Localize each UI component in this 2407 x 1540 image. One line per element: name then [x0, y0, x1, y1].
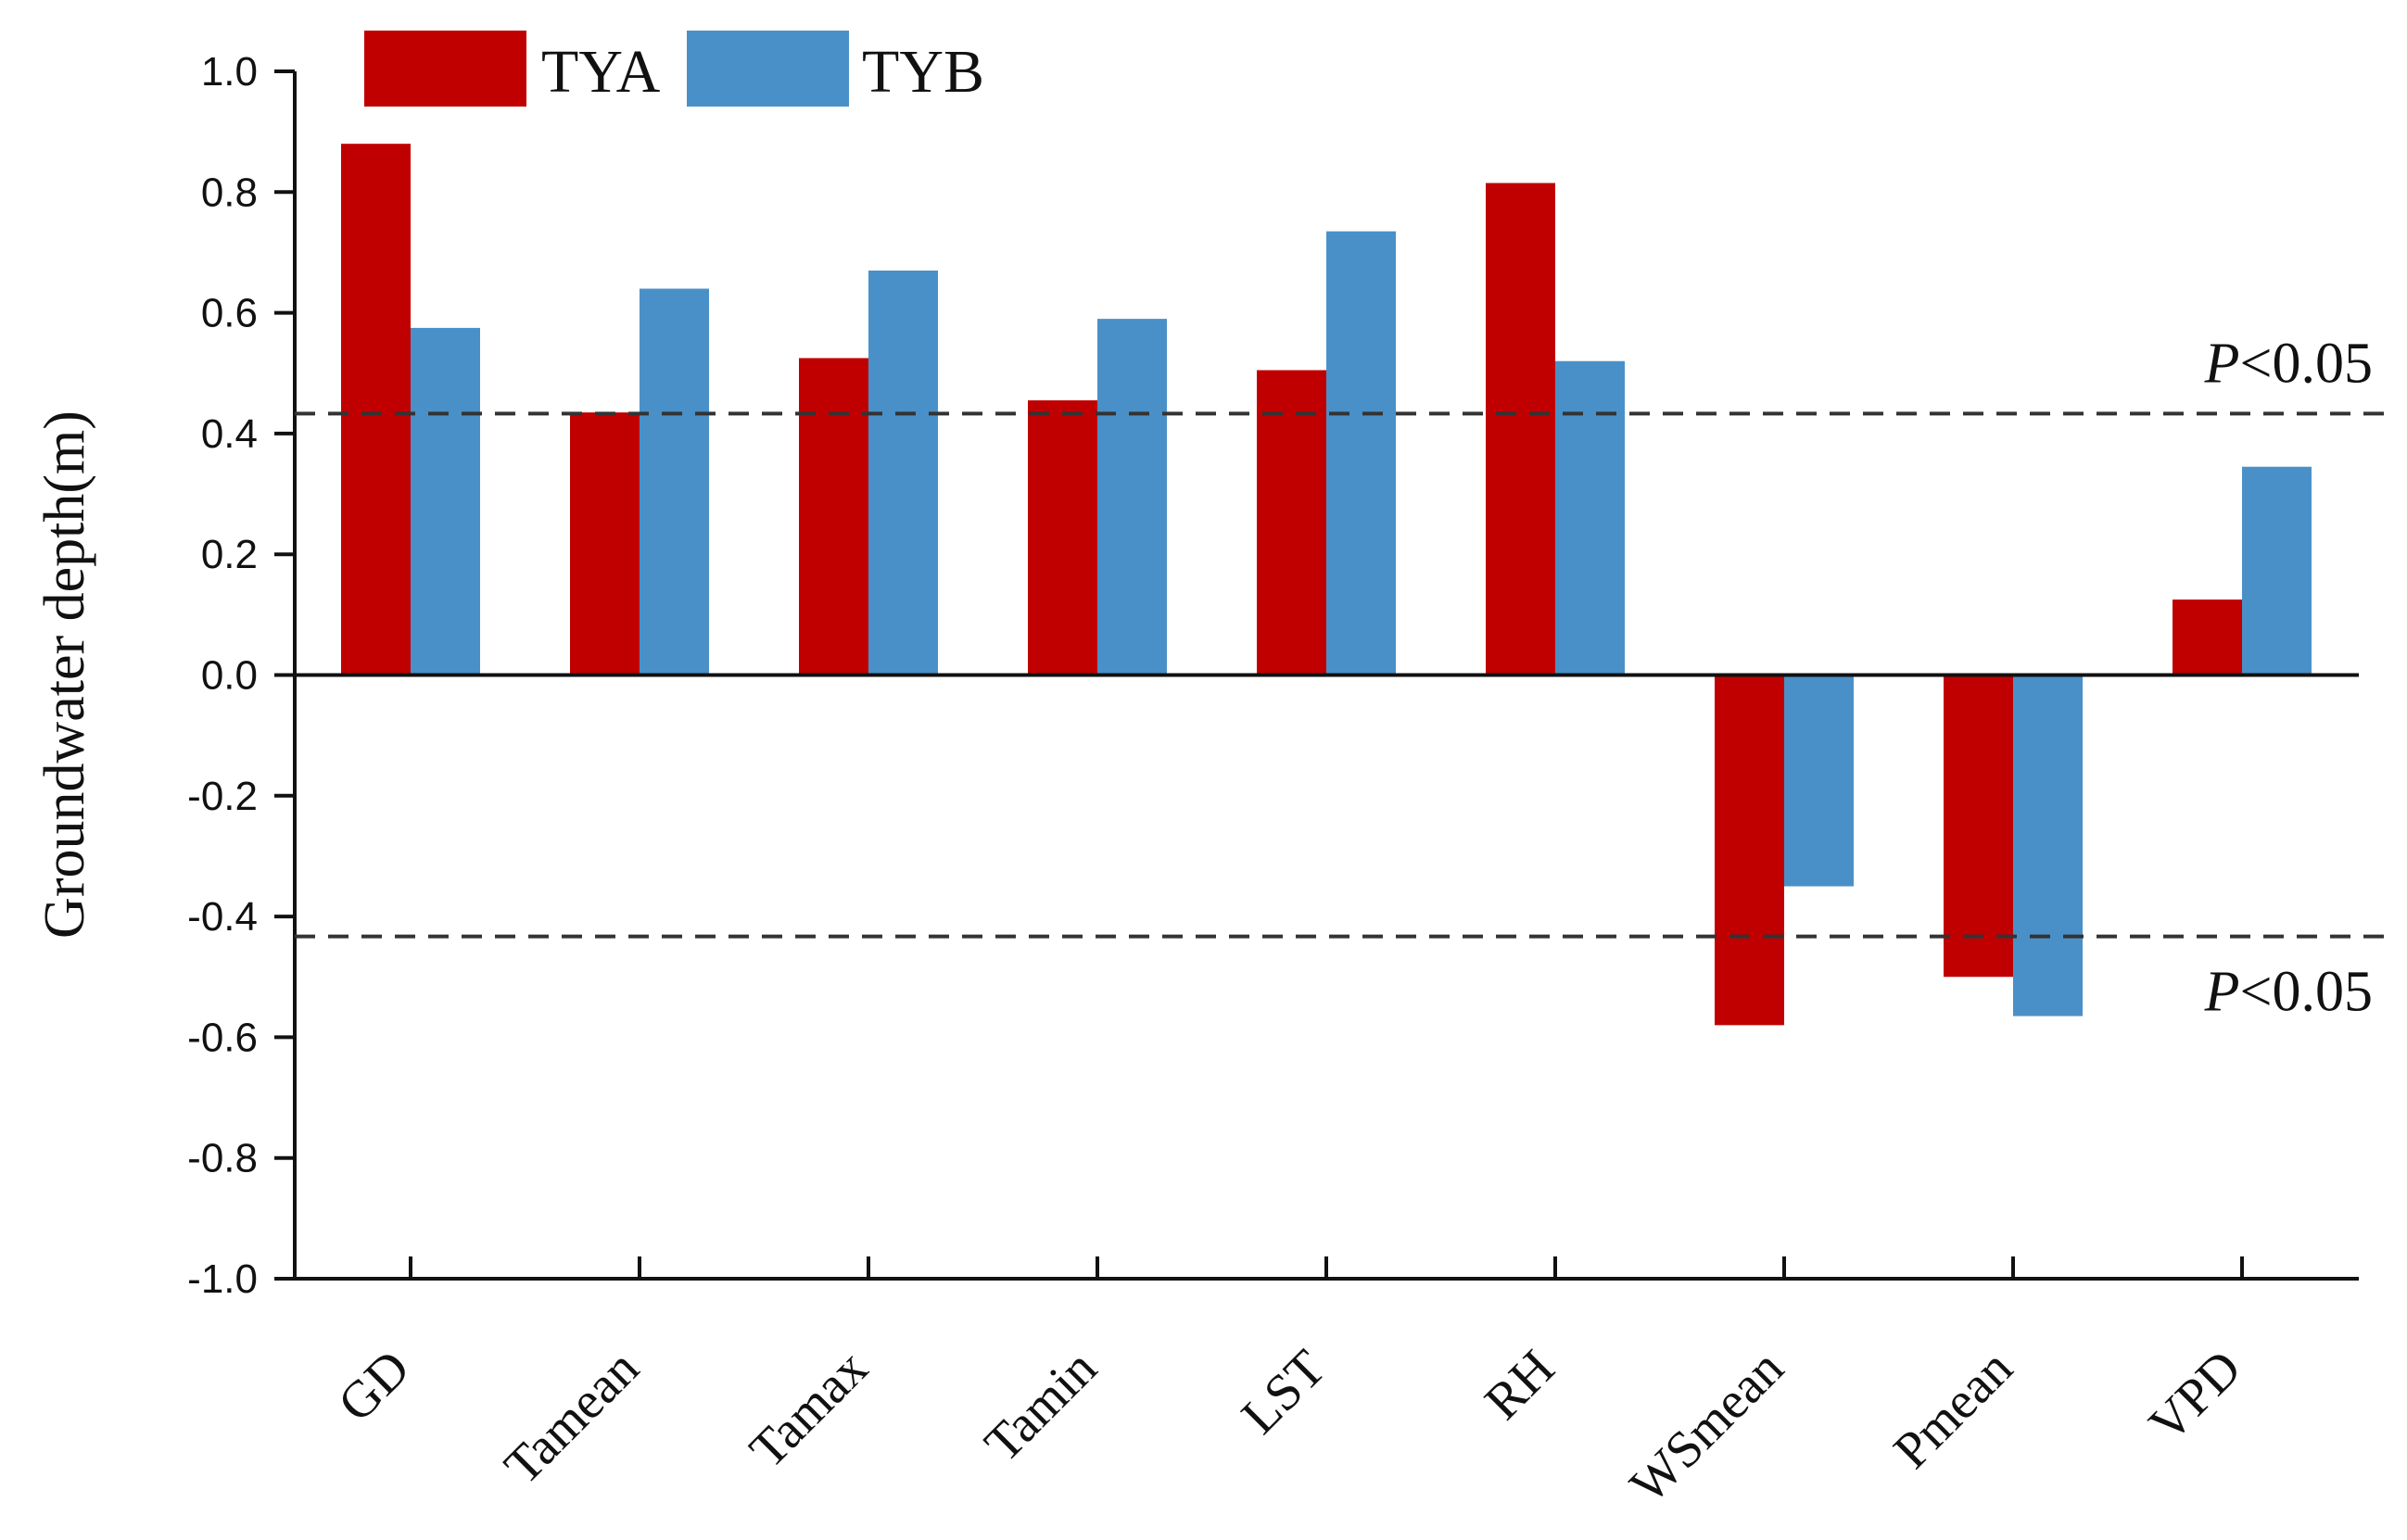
bar-tyb-tamax — [868, 270, 938, 675]
y-tick-label: 1.0 — [201, 49, 258, 95]
bar-tya-pmean — [1944, 675, 2013, 978]
p-threshold: <0.05 — [2240, 332, 2373, 395]
x-tick-label-pmean: Pmean — [1883, 1339, 2024, 1480]
bars-layer — [341, 144, 2312, 1026]
bar-tya-tamax — [799, 358, 868, 675]
x-tick-label-lst: LST — [1231, 1339, 1337, 1445]
legend-swatch-tyb — [687, 31, 849, 107]
x-tick-label-rh: RH — [1474, 1339, 1565, 1431]
p-symbol: P — [2204, 332, 2240, 395]
y-tick-label: -0.4 — [187, 894, 258, 940]
legend-swatch-tya — [364, 31, 526, 107]
bar-tyb-tamin — [1097, 319, 1167, 675]
bar-tya-gd — [341, 144, 411, 675]
bar-tyb-rh — [1555, 360, 1625, 675]
x-tick-label-gd: GD — [327, 1339, 421, 1433]
y-tick-label: -0.6 — [187, 1015, 258, 1060]
reference-lines-layer — [295, 411, 2391, 939]
reference-label-upper: P<0.05 — [2204, 332, 2373, 395]
bar-tya-tamin — [1028, 400, 1097, 675]
bar-tyb-gd — [411, 327, 480, 675]
p-threshold: <0.05 — [2240, 961, 2373, 1024]
bar-tyb-vpd — [2242, 466, 2312, 675]
bar-tyb-pmean — [2013, 675, 2083, 1016]
x-tick-label-tamax: Tamax — [739, 1339, 879, 1479]
x-tick-label-tamin: Tamin — [974, 1339, 1108, 1472]
y-tick-label: 0.0 — [201, 653, 258, 699]
y-tick-label: 0.4 — [201, 411, 258, 457]
x-tick-label-vpd: VPD — [2138, 1339, 2252, 1453]
bar-tya-rh — [1486, 183, 1555, 675]
bar-tya-vpd — [2173, 600, 2242, 675]
x-tick-label-wsmean: WSmean — [1619, 1339, 1794, 1514]
bar-tyb-tamean — [640, 288, 709, 675]
bar-tya-lst — [1257, 370, 1326, 675]
y-tick-label: -1.0 — [187, 1256, 258, 1302]
bar-tya-tamean — [570, 412, 640, 675]
legend-label-tya: TYA — [541, 38, 661, 106]
p-symbol: P — [2204, 961, 2240, 1024]
y-tick-label: 0.2 — [201, 532, 258, 577]
bar-tyb-lst — [1326, 231, 1396, 675]
legend-label-tyb: TYB — [862, 38, 984, 106]
y-axis-title: Groundwater depth(m) — [33, 410, 96, 939]
y-tick-label: -0.2 — [187, 774, 258, 819]
reference-label-lower: P<0.05 — [2204, 961, 2373, 1024]
y-tick-label: 0.8 — [201, 170, 258, 215]
bar-tyb-wsmean — [1784, 675, 1854, 887]
y-tick-label: 0.6 — [201, 291, 258, 336]
y-tick-label: -0.8 — [187, 1136, 258, 1181]
x-tick-label-tamean: Tamean — [494, 1339, 651, 1496]
bar-tya-wsmean — [1715, 675, 1784, 1026]
axes-layer — [274, 69, 2359, 1281]
legend: TYA TYB — [364, 31, 984, 107]
